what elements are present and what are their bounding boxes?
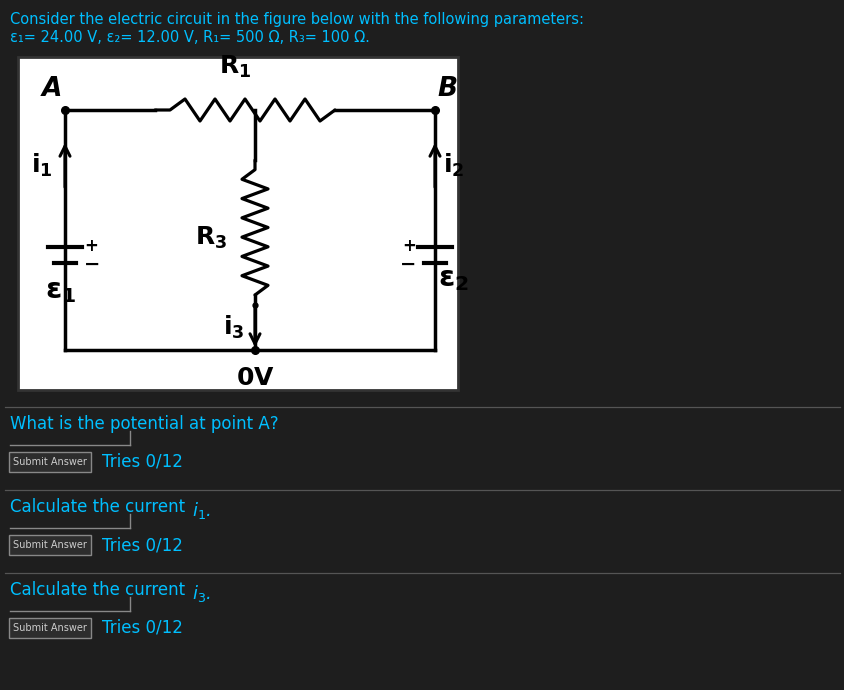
Text: $\mathbf{R}_{\mathbf{3}}$: $\mathbf{R}_{\mathbf{3}}$ (194, 224, 227, 250)
Text: Calculate the current: Calculate the current (10, 498, 190, 516)
Text: B: B (436, 76, 457, 102)
Text: $\mathbf{i_2}$: $\mathbf{i_2}$ (442, 151, 464, 179)
Text: Tries 0/12: Tries 0/12 (102, 453, 182, 471)
Text: $\mathbf{i_3}$: $\mathbf{i_3}$ (223, 314, 245, 341)
FancyBboxPatch shape (9, 535, 91, 555)
Text: Tries 0/12: Tries 0/12 (102, 619, 182, 637)
Text: Submit Answer: Submit Answer (13, 623, 87, 633)
Text: $\mathbf{i_1}$: $\mathbf{i_1}$ (31, 151, 53, 179)
Text: +: + (402, 237, 415, 255)
Text: $\mathbf{R}_{\mathbf{1}}$: $\mathbf{R}_{\mathbf{1}}$ (219, 54, 251, 80)
Text: Submit Answer: Submit Answer (13, 540, 87, 550)
Text: ε₁= 24.00 V, ε₂= 12.00 V, R₁= 500 Ω, R₃= 100 Ω.: ε₁= 24.00 V, ε₂= 12.00 V, R₁= 500 Ω, R₃=… (10, 30, 370, 45)
Text: $i_1$.: $i_1$. (192, 500, 211, 521)
FancyBboxPatch shape (9, 618, 91, 638)
Text: Calculate the current: Calculate the current (10, 581, 190, 599)
Text: Tries 0/12: Tries 0/12 (102, 536, 182, 554)
Text: $\mathbf{\varepsilon_1}$: $\mathbf{\varepsilon_1}$ (45, 277, 76, 305)
Text: −: − (84, 255, 100, 273)
Text: +: + (84, 237, 98, 255)
Text: What is the potential at point A?: What is the potential at point A? (10, 415, 279, 433)
Text: $\mathbf{0V}$: $\mathbf{0V}$ (235, 366, 274, 390)
Text: $i_3$.: $i_3$. (192, 583, 211, 604)
FancyBboxPatch shape (9, 452, 91, 472)
Text: −: − (399, 255, 415, 273)
Bar (18, 57, 457, 390)
Text: $\mathbf{\varepsilon_2}$: $\mathbf{\varepsilon_2}$ (437, 265, 468, 293)
Text: Submit Answer: Submit Answer (13, 457, 87, 467)
Text: Consider the electric circuit in the figure below with the following parameters:: Consider the electric circuit in the fig… (10, 12, 583, 27)
Text: A: A (41, 76, 62, 102)
